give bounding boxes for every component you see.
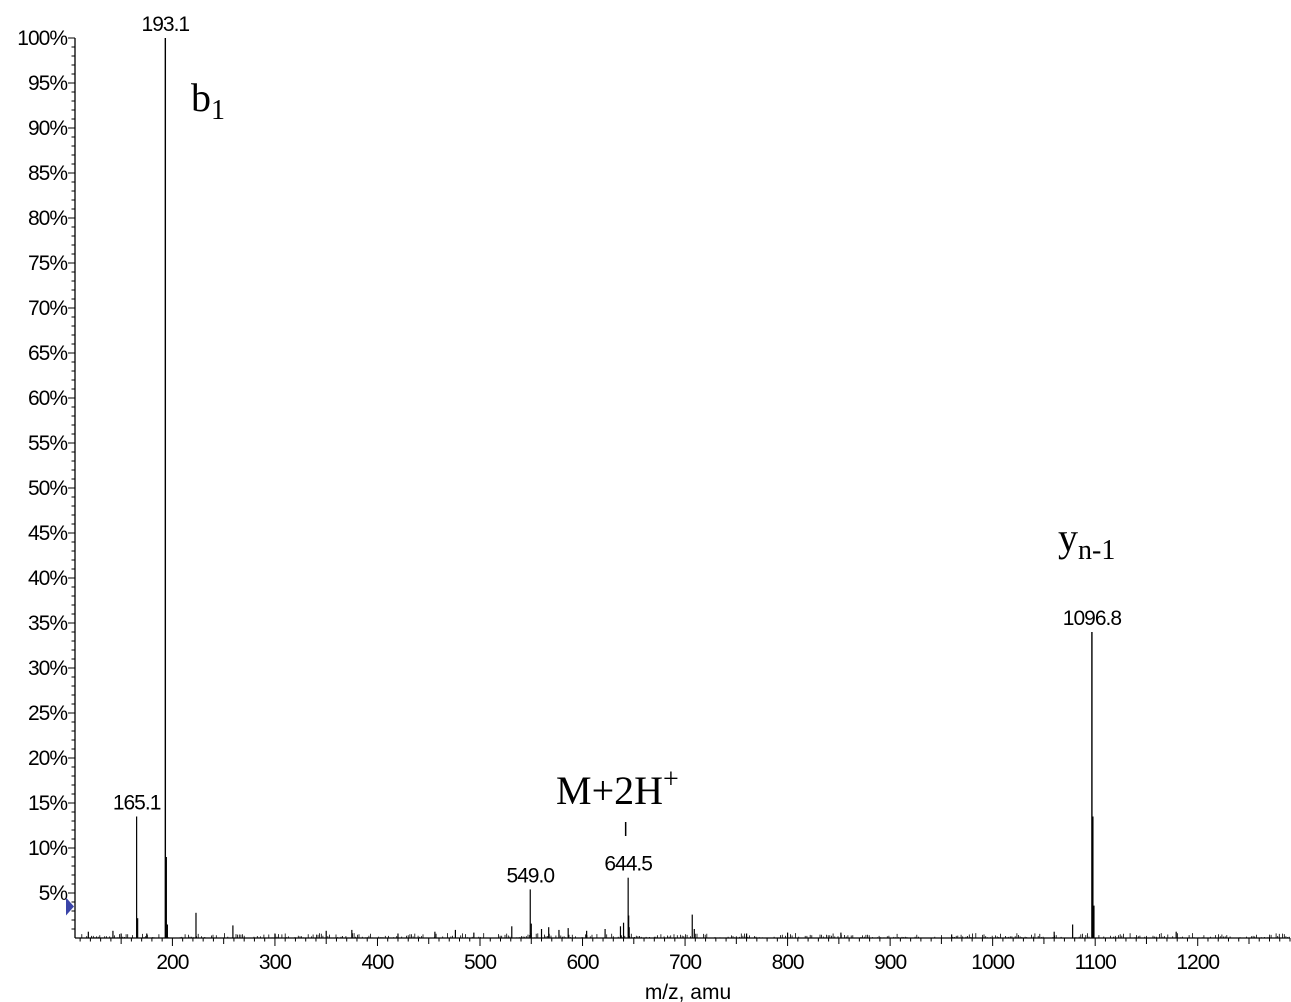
x-tick-label: 900 bbox=[874, 951, 906, 974]
x-tick-label: 1100 bbox=[1075, 951, 1116, 974]
y-tick-label: 65% bbox=[28, 342, 67, 365]
x-axis-ticks: 200 300 400 500 600 700 800 900 1000 1100 1200 bbox=[79, 938, 1291, 974]
y-tick-label: 55% bbox=[28, 432, 67, 455]
noise-baseline bbox=[81, 933, 1290, 938]
x-tick-label: 200 bbox=[156, 951, 188, 974]
y-tick-label: 85% bbox=[28, 162, 67, 185]
y-tick-label: 20% bbox=[28, 747, 67, 770]
y-tick-label: 40% bbox=[28, 567, 67, 590]
peak-label-644.5: 644.5 bbox=[604, 853, 652, 876]
x-axis-title: m/z, amu bbox=[645, 981, 731, 1002]
ion-label-base: b bbox=[191, 75, 211, 120]
threshold-arrow-marker bbox=[66, 897, 74, 916]
y-tick-label: 75% bbox=[28, 252, 67, 275]
ion-label-yn1: yn-1 bbox=[1058, 515, 1115, 566]
y-tick-label: 90% bbox=[28, 117, 67, 140]
y-axis-ticks: 5% 10% 15% 20% 25% 30% 35% 40% 45% 50% 55% 60% 65% 70… bbox=[17, 27, 75, 930]
ion-label-base: y bbox=[1058, 515, 1078, 560]
axes bbox=[74, 38, 1290, 939]
y-tick-label: 35% bbox=[28, 612, 67, 635]
ion-label-base: M+2H bbox=[556, 768, 663, 813]
x-tick-label: 300 bbox=[259, 951, 291, 974]
x-tick-label: 600 bbox=[567, 951, 599, 974]
peak-series bbox=[87, 38, 1177, 938]
peak-label-165.1: 165.1 bbox=[113, 792, 161, 815]
ion-label-subscript: n-1 bbox=[1078, 535, 1115, 566]
y-tick-label: 25% bbox=[28, 702, 67, 725]
peak-label-193.1: 193.1 bbox=[142, 13, 190, 36]
ion-annotations: b1 yn-1 M+2H+ bbox=[191, 75, 1115, 836]
y-tick-label: 5% bbox=[39, 882, 68, 905]
y-tick-label: 10% bbox=[28, 837, 67, 860]
ion-label-b1: b1 bbox=[191, 75, 225, 126]
x-tick-label: 500 bbox=[464, 951, 496, 974]
y-tick-label: 45% bbox=[28, 522, 67, 545]
y-tick-label: 95% bbox=[28, 72, 67, 95]
y-tick-label: 50% bbox=[28, 477, 67, 500]
y-tick-label: 70% bbox=[28, 297, 67, 320]
ion-label-superscript: + bbox=[663, 764, 679, 795]
y-tick-label: 60% bbox=[28, 387, 67, 410]
x-tick-label: 400 bbox=[361, 951, 393, 974]
y-tick-label: 100% bbox=[17, 27, 67, 50]
ion-label-subscript: 1 bbox=[211, 95, 225, 126]
x-tick-label: 700 bbox=[669, 951, 701, 974]
x-tick-label: 1000 bbox=[971, 951, 1014, 974]
baseline-noise-path bbox=[81, 933, 1290, 938]
peak-label-549.0: 549.0 bbox=[506, 864, 554, 887]
peak-label-1096.8: 1096.8 bbox=[1063, 607, 1122, 630]
peak-labels: 165.1 193.1 549.0 644.5 1096.8 bbox=[113, 13, 1123, 887]
y-tick-label: 30% bbox=[28, 657, 67, 680]
y-tick-label: 15% bbox=[28, 792, 67, 815]
x-tick-label: 800 bbox=[772, 951, 804, 974]
y-tick-label: 80% bbox=[28, 207, 67, 230]
x-tick-label: 1200 bbox=[1176, 951, 1219, 974]
ion-label-m2h: M+2H+ bbox=[556, 764, 679, 813]
